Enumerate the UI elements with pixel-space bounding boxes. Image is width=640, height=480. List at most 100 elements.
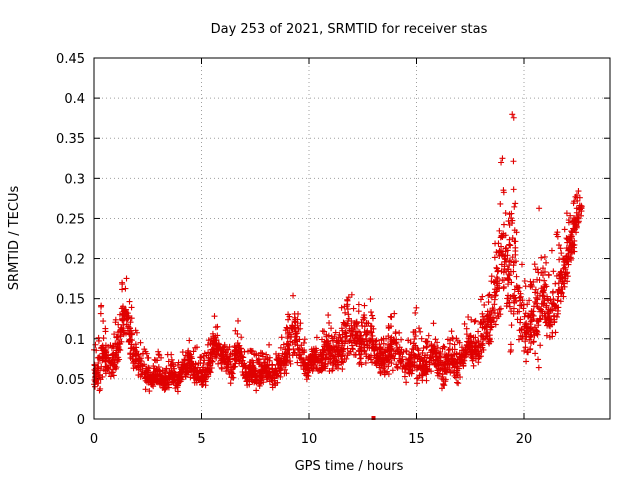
- data-point: [268, 372, 275, 379]
- data-point: [481, 301, 488, 308]
- data-point: [313, 365, 320, 372]
- data-point: [223, 365, 230, 372]
- data-point: [573, 218, 580, 225]
- data-point: [292, 330, 299, 337]
- data-point: [511, 292, 518, 299]
- data-point: [114, 358, 121, 365]
- data-point: [201, 357, 208, 364]
- data-point: [441, 365, 448, 372]
- data-point: [420, 358, 427, 365]
- data-point: [424, 366, 431, 373]
- data-point: [396, 351, 403, 358]
- data-point: [522, 283, 529, 290]
- data-point: [123, 315, 130, 322]
- data-point: [119, 281, 126, 288]
- data-point: [510, 310, 517, 317]
- data-point: [471, 347, 478, 354]
- data-point: [530, 339, 537, 346]
- data-point: [434, 339, 441, 346]
- data-point: [143, 369, 150, 376]
- data-point: [510, 186, 517, 193]
- data-point: [522, 344, 529, 351]
- data-point: [332, 329, 339, 336]
- data-point: [328, 325, 335, 332]
- data-point: [234, 330, 241, 337]
- data-point: [470, 362, 477, 369]
- data-point: [490, 314, 497, 321]
- data-point: [497, 234, 504, 241]
- data-point: [179, 349, 186, 356]
- data-point: [468, 351, 475, 358]
- data-point: [541, 277, 548, 284]
- data-point: [299, 347, 306, 354]
- data-point: [151, 365, 158, 372]
- data-point: [241, 362, 248, 369]
- data-point: [195, 359, 202, 366]
- data-point: [283, 324, 290, 331]
- data-point: [538, 269, 545, 276]
- data-point: [558, 284, 565, 291]
- data-point: [397, 350, 404, 357]
- data-point: [511, 238, 518, 245]
- data-point: [301, 336, 308, 343]
- data-point: [531, 261, 538, 268]
- data-point: [388, 314, 395, 321]
- data-point: [229, 370, 236, 377]
- data-point: [523, 358, 530, 365]
- data-point: [296, 336, 303, 343]
- data-point: [322, 365, 329, 372]
- data-point: [342, 329, 349, 336]
- data-point: [519, 297, 526, 304]
- data-point: [167, 362, 174, 369]
- data-point: [557, 245, 564, 252]
- data-point: [350, 305, 357, 312]
- data-point: [233, 354, 240, 361]
- data-point: [505, 281, 512, 288]
- data-point: [539, 308, 546, 315]
- data-point: [385, 371, 392, 378]
- data-point: [146, 388, 153, 395]
- data-point: [105, 343, 112, 350]
- data-point: [522, 323, 529, 330]
- data-point: [369, 332, 376, 339]
- data-point: [428, 346, 435, 353]
- data-point: [401, 373, 408, 380]
- data-point: [512, 247, 519, 254]
- data-point: [570, 200, 577, 207]
- data-point: [554, 297, 561, 304]
- data-point: [547, 323, 554, 330]
- data-point: [92, 341, 99, 348]
- data-point: [392, 330, 399, 337]
- data-point: [160, 378, 167, 385]
- data-point: [423, 377, 430, 384]
- data-point: [497, 305, 504, 312]
- data-point: [387, 341, 394, 348]
- data-point: [523, 320, 530, 327]
- data-point: [297, 351, 304, 358]
- data-point: [550, 300, 557, 307]
- data-point: [504, 300, 511, 307]
- data-point: [119, 286, 126, 293]
- data-point: [557, 290, 564, 297]
- data-point: [554, 289, 561, 296]
- data-point: [445, 352, 452, 359]
- data-point: [488, 273, 495, 280]
- data-point: [370, 345, 377, 352]
- data-point: [378, 350, 385, 357]
- data-point: [454, 379, 461, 386]
- data-point: [321, 343, 328, 350]
- data-point: [211, 313, 218, 320]
- data-point: [567, 233, 574, 240]
- data-point: [111, 331, 118, 338]
- data-point: [498, 268, 505, 275]
- data-point: [257, 349, 264, 356]
- data-point: [415, 374, 422, 381]
- data-point: [413, 304, 420, 311]
- data-point: [357, 332, 364, 339]
- data-point: [335, 362, 342, 369]
- data-point: [313, 334, 320, 341]
- data-point: [424, 343, 431, 350]
- data-point: [521, 329, 528, 336]
- data-point: [413, 375, 420, 382]
- data-point: [526, 297, 533, 304]
